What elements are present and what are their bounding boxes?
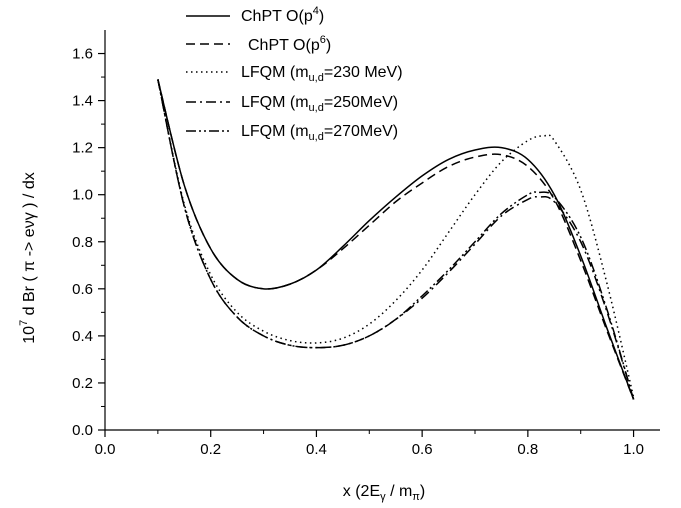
y-tick-label: 0.0 bbox=[72, 422, 93, 439]
legend-label-lfqm-270: LFQM (mu,d=270MeV) bbox=[241, 123, 398, 143]
y-tick-label: 0.2 bbox=[72, 375, 93, 392]
legend-label-lfqm-230: LFQM (mu,d=230 MeV) bbox=[241, 64, 403, 84]
x-axis-title: x (2Eγ / mπ) bbox=[343, 483, 425, 503]
y-tick-label: 1.6 bbox=[72, 46, 93, 63]
legend-label-chpt-p6: ChPT O(p6) bbox=[248, 34, 331, 54]
legend: ChPT O(p4) ChPT O(p6) LFQM (mu,d=230 MeV… bbox=[186, 5, 403, 143]
legend-label-lfqm-250: LFQM (mu,d=250MeV) bbox=[241, 94, 398, 114]
x-tick-label: 0.8 bbox=[517, 441, 538, 458]
y-axis-title: 107 d Br ( π -> eνγ ) / dx bbox=[18, 172, 38, 343]
y-tick-label: 0.6 bbox=[72, 281, 93, 298]
x-tick-label: 0.2 bbox=[200, 441, 221, 458]
y-tick-label: 1.2 bbox=[72, 140, 93, 157]
x-tick-label: 1.0 bbox=[623, 441, 644, 458]
y-tick-label: 0.8 bbox=[72, 234, 93, 251]
y-tick-label: 1.4 bbox=[72, 93, 93, 110]
plot-frame bbox=[105, 30, 660, 430]
x-tick-labels: 0.0 0.2 0.4 0.6 0.8 1.0 bbox=[95, 441, 644, 458]
x-tick-label: 0.6 bbox=[412, 441, 433, 458]
y-tick-labels: 0.0 0.2 0.4 0.6 0.8 1.0 1.2 1.4 1.6 bbox=[72, 46, 93, 439]
legend-label-chpt-p4: ChPT O(p4) bbox=[241, 5, 324, 25]
y-tick-label: 1.0 bbox=[72, 187, 93, 204]
x-tick-label: 0.4 bbox=[306, 441, 327, 458]
y-tick-label: 0.4 bbox=[72, 328, 93, 345]
x-tick-label: 0.0 bbox=[95, 441, 116, 458]
axis-ticks bbox=[98, 54, 634, 437]
